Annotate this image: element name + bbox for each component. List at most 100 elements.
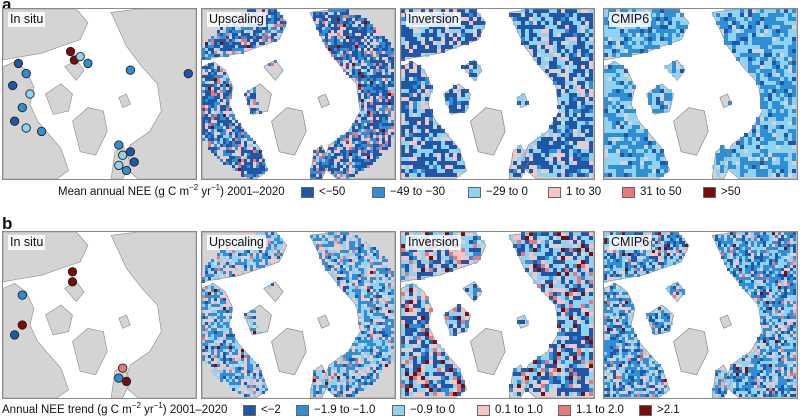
nee-cell: [349, 280, 352, 283]
nee-cell: [337, 256, 340, 259]
nee-cell: [417, 65, 421, 69]
nee-cell: [449, 97, 453, 101]
nee-cell: [425, 85, 429, 89]
nee-cell: [271, 250, 274, 253]
nee-cell: [235, 168, 238, 171]
nee-cell: [310, 235, 313, 238]
nee-cell: [624, 105, 628, 109]
nee-cell: [405, 141, 409, 145]
nee-cell: [364, 144, 367, 147]
landmass: [271, 107, 307, 156]
nee-cell: [445, 97, 449, 101]
nee-cell: [361, 138, 364, 141]
nee-cell: [361, 30, 364, 33]
nee-cell: [247, 144, 250, 147]
nee-cell: [226, 108, 229, 111]
nee-cell: [202, 51, 205, 54]
nee-cell: [736, 165, 740, 169]
nee-cell: [352, 235, 355, 238]
nee-cell: [569, 149, 573, 153]
nee-cell: [533, 17, 537, 21]
nee-cell: [604, 69, 608, 73]
nee-cell: [784, 69, 788, 73]
nee-cell: [217, 126, 220, 129]
nee-cell: [379, 120, 382, 123]
nee-cell: [632, 49, 636, 53]
nee-cell: [549, 165, 553, 169]
nee-cell: [277, 241, 280, 244]
nee-cell: [728, 9, 732, 13]
nee-cell: [640, 37, 644, 41]
nee-cell: [358, 153, 361, 156]
nee-cell: [376, 51, 379, 54]
nee-cell: [636, 145, 640, 149]
nee-cell: [557, 81, 561, 85]
nee-cell: [780, 141, 784, 145]
nee-cell: [680, 25, 684, 29]
nee-cell: [352, 352, 355, 355]
nee-cell: [220, 292, 223, 295]
nee-cell: [226, 30, 229, 33]
nee-cell: [624, 25, 628, 29]
nee-cell: [664, 105, 668, 109]
nee-cell: [238, 36, 241, 39]
nee-cell: [226, 262, 229, 265]
nee-cell: [235, 129, 238, 132]
nee-cell: [616, 101, 620, 105]
nee-cell: [624, 121, 628, 125]
nee-cell: [373, 60, 376, 63]
nee-cell: [358, 66, 361, 69]
nee-cell: [379, 66, 382, 69]
nee-cell: [211, 135, 214, 138]
nee-cell: [388, 138, 391, 141]
nee-cell: [229, 337, 232, 340]
nee-cell: [211, 144, 214, 147]
nee-cell: [585, 25, 589, 29]
nee-cell: [780, 41, 784, 45]
nee-cell: [325, 262, 328, 265]
nee-cell: [385, 66, 388, 69]
nee-cell: [385, 325, 388, 328]
nee-cell: [328, 265, 331, 268]
nee-cell: [223, 72, 226, 75]
nee-cell: [636, 45, 640, 49]
nee-cell: [549, 149, 553, 153]
nee-cell: [581, 77, 585, 81]
nee-cell: [220, 30, 223, 33]
nee-cell: [728, 165, 732, 169]
nee-cell: [274, 238, 277, 241]
site-marker: [17, 320, 27, 330]
nee-cell: [208, 42, 211, 45]
nee-cell: [337, 36, 340, 39]
nee-cell: [461, 101, 465, 105]
nee-cell: [364, 301, 367, 304]
nee-cell: [262, 162, 265, 165]
nee-cell: [226, 274, 229, 277]
nee-cell: [238, 138, 241, 141]
nee-cell: [537, 149, 541, 153]
nee-cell: [361, 84, 364, 87]
nee-cell: [612, 89, 616, 93]
nee-cell: [581, 137, 585, 141]
nee-cell: [355, 346, 358, 349]
nee-cell: [367, 340, 370, 343]
nee-cell: [373, 283, 376, 286]
nee-cell: [517, 173, 521, 177]
nee-cell: [205, 132, 208, 135]
nee-cell: [358, 126, 361, 129]
nee-cell: [211, 48, 214, 51]
nee-cell: [391, 60, 394, 63]
nee-cell: [334, 51, 337, 54]
nee-cell: [573, 53, 577, 57]
nee-cell: [624, 85, 628, 89]
nee-cell: [764, 109, 768, 113]
nee-cell: [310, 177, 313, 179]
nee-cell: [382, 99, 385, 102]
nee-cell: [549, 53, 553, 57]
nee-cell: [217, 337, 220, 340]
nee-cell: [331, 265, 334, 268]
nee-cell: [441, 145, 445, 149]
nee-cell: [517, 25, 521, 29]
nee-cell: [271, 259, 274, 262]
nee-cell: [361, 27, 364, 30]
